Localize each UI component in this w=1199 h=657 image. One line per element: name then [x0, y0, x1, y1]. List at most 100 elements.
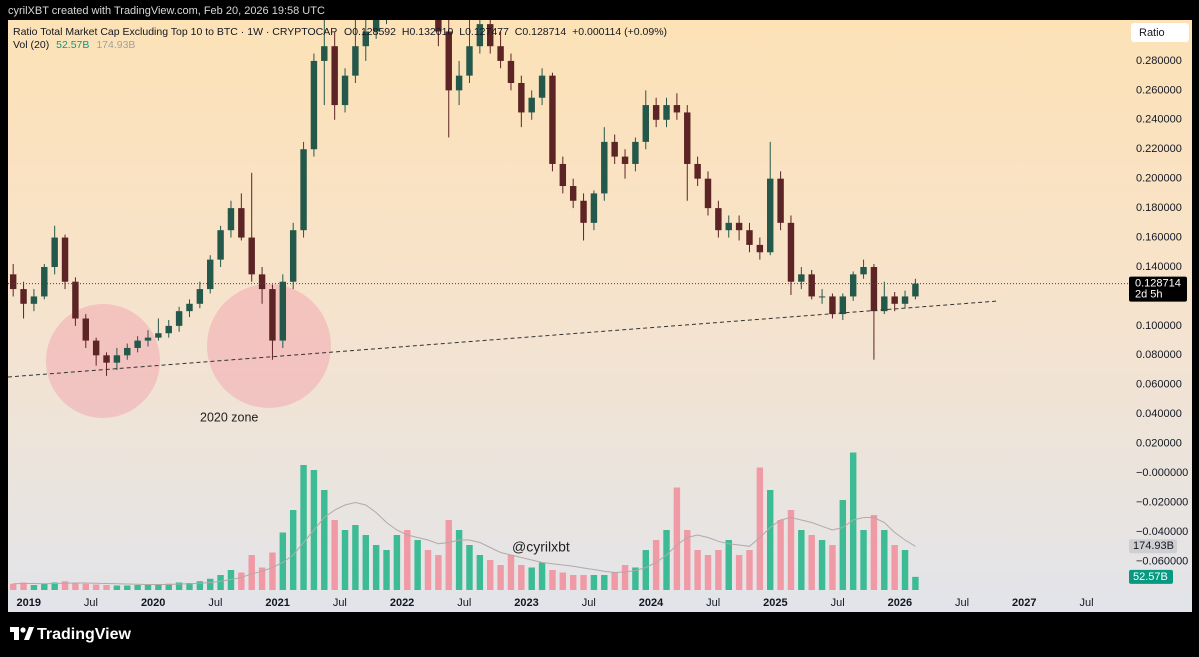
volume-bar	[487, 560, 494, 590]
candle-body	[279, 281, 287, 341]
volume-bar	[424, 550, 432, 590]
candle-body	[103, 355, 110, 363]
volume-bar	[673, 487, 681, 590]
y-tick-label: 0.040000	[1136, 408, 1182, 420]
candle-body	[528, 97, 535, 113]
volume-bar	[217, 575, 224, 590]
candle-body	[746, 230, 753, 245]
candle-body	[735, 222, 743, 231]
last-price-box	[1129, 276, 1187, 302]
change: +0.000114 (+0.09%)	[572, 26, 667, 38]
x-tick-label: Jul	[457, 597, 471, 609]
volume-pane	[9, 452, 919, 590]
candle-body	[673, 105, 681, 113]
x-tick-label: 2019	[16, 597, 40, 609]
volume-bar	[134, 585, 141, 590]
candle-body	[818, 296, 826, 298]
candle-body	[207, 259, 214, 290]
volume-ma-box	[1129, 539, 1177, 554]
volume-bar	[528, 567, 535, 590]
ohlc-label: H	[402, 26, 410, 38]
candle-body	[518, 82, 525, 113]
y-tick-label: 0.220000	[1136, 143, 1182, 155]
candle-body	[9, 274, 17, 290]
candle-body	[258, 274, 266, 290]
y-tick-label: 0.140000	[1136, 261, 1182, 273]
volume-ma-line	[13, 501, 916, 585]
volume-bar	[860, 530, 867, 590]
candle-body	[30, 296, 38, 304]
volume-bar	[881, 530, 888, 590]
candle-body	[694, 163, 701, 179]
volume-bar	[404, 530, 411, 590]
x-tick-label: 2026	[888, 597, 912, 609]
volume-ma-value: 174.93B	[96, 39, 135, 51]
candle-body	[466, 46, 473, 76]
candle-body	[611, 141, 618, 157]
candle-body	[849, 274, 857, 297]
candle-body	[559, 163, 567, 187]
volume-legend: Vol (20) 52.57B 174.93B	[13, 39, 135, 51]
volume-bar	[642, 550, 649, 590]
volume-bar	[891, 545, 898, 590]
volume-bar	[72, 583, 79, 590]
scale-mode-box[interactable]	[1131, 23, 1189, 42]
candle-body	[839, 296, 847, 315]
x-tick-label: 2020	[141, 597, 165, 609]
x-tick-label: Jul	[84, 597, 98, 609]
y-tick-label: 0.080000	[1136, 349, 1182, 361]
volume-bar	[518, 565, 525, 590]
candle-body	[113, 355, 121, 363]
candle-body	[289, 230, 297, 282]
volume-bar	[289, 510, 297, 590]
volume-bar	[165, 583, 172, 590]
volume-bar	[621, 565, 629, 590]
volume-bar	[414, 540, 421, 590]
ohlc-value: 0.128714	[522, 26, 566, 38]
volume-bar	[331, 520, 338, 590]
candle-body	[787, 222, 795, 282]
candle-body	[238, 208, 245, 238]
volume-last-label: 52.57B	[1133, 571, 1168, 583]
volume-bar	[248, 555, 255, 590]
candle-body	[72, 281, 79, 319]
volume-ma-label: 174.93B	[1133, 540, 1174, 552]
candle-body	[881, 296, 888, 312]
candle-body	[196, 289, 204, 304]
volume-bar	[455, 530, 463, 590]
x-tick-label: 2025	[763, 597, 787, 609]
x-tick-label: 2024	[639, 597, 664, 609]
volume-bar	[20, 582, 27, 590]
volume-bar	[113, 585, 121, 590]
x-tick-label: Jul	[706, 597, 720, 609]
candle-body	[124, 347, 131, 356]
y-tick-label: 0.240000	[1136, 114, 1182, 126]
footer-bar	[0, 612, 1199, 657]
volume-bar	[549, 570, 556, 590]
volume-bar	[238, 572, 245, 590]
candle-body	[507, 60, 515, 83]
zone-circle	[207, 284, 331, 408]
volume-bar	[746, 550, 753, 590]
volume-bar	[569, 575, 577, 590]
candle-body	[321, 46, 328, 61]
volume-bar	[186, 583, 193, 590]
candle-body	[860, 266, 867, 275]
y-tick-label: 0.260000	[1136, 84, 1182, 96]
candle-body	[352, 46, 359, 76]
candle-body	[829, 296, 836, 315]
volume-bar	[507, 555, 515, 590]
last-price-label: 0.128714	[1135, 278, 1181, 290]
candle-body	[61, 237, 69, 282]
y-tick-label: −0.060000	[1136, 555, 1188, 567]
scale-mode-label[interactable]: Ratio	[1139, 27, 1165, 39]
ohlc-value: 0.132010	[410, 26, 454, 38]
candle-body	[165, 325, 172, 334]
candle-body	[580, 200, 587, 223]
candle-body	[20, 289, 27, 304]
y-tick-label: −0.040000	[1136, 526, 1188, 538]
volume-bar	[818, 540, 826, 590]
candle-body	[186, 303, 193, 312]
candle-body	[798, 274, 805, 282]
